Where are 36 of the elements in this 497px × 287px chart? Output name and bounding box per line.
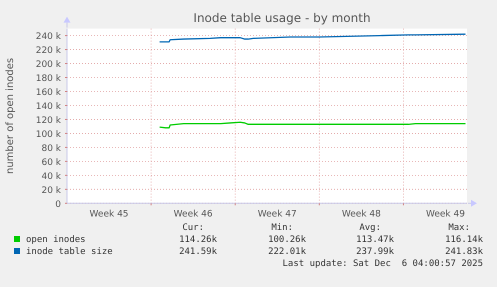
text: 100.26k — [268, 235, 307, 245]
x-tick-label: Week 46 — [174, 209, 213, 220]
y-tick-label: 40 k — [41, 172, 62, 182]
x-tick-label: Week 49 — [426, 209, 466, 220]
line-series — [158, 34, 466, 43]
text: 241.59k — [179, 247, 218, 257]
y-tick-label: 140 k — [36, 102, 62, 112]
x-tick-label: Week 48 — [342, 209, 382, 220]
text: Min: — [271, 223, 293, 233]
chart-title: Inode table usage - by month — [193, 11, 371, 25]
y-tick-label: 60 k — [41, 158, 62, 168]
y-tick-label: 160 k — [36, 88, 62, 98]
text: Max: — [448, 223, 470, 233]
x-tick-label: Week 45 — [90, 209, 129, 220]
y-tick-label: 240 k — [36, 32, 62, 42]
text: 237.99k — [356, 247, 395, 257]
text: Avg: — [359, 223, 381, 233]
legend-label: inode table size — [26, 247, 113, 257]
legend-label: open inodes — [26, 235, 86, 245]
text: 114.26k — [179, 235, 218, 245]
text: 222.01k — [268, 247, 307, 257]
y-tick-label: 180 k — [36, 74, 62, 84]
text: Cur: — [182, 223, 204, 233]
y-tick-label: 100 k — [36, 130, 62, 140]
y-tick-label: 120 k — [36, 116, 62, 126]
y-tick-label: 0 — [55, 200, 62, 210]
y-tick-label: 220 k — [36, 46, 62, 56]
y-tick-label: 80 k — [41, 144, 62, 154]
y-tick-label: 20 k — [41, 186, 62, 196]
text: 113.47k — [356, 235, 395, 245]
x-tick-label: Week 47 — [258, 209, 297, 220]
text: 241.83k — [445, 247, 484, 257]
y-axis-title: number of open inodes — [5, 58, 16, 174]
y-tick-label: 200 k — [36, 60, 62, 70]
text: 116.14k — [445, 235, 484, 245]
text: Last update: Sat Dec 6 04:00:57 2025 — [282, 259, 483, 269]
